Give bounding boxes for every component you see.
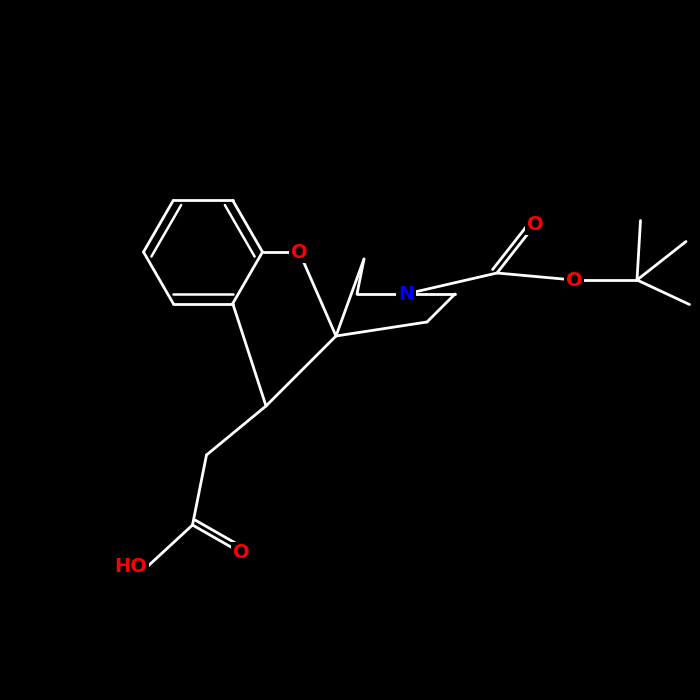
Text: HO: HO <box>114 557 147 577</box>
Text: O: O <box>291 242 307 262</box>
Text: O: O <box>566 270 582 290</box>
Text: N: N <box>398 284 414 304</box>
Text: O: O <box>233 543 250 563</box>
Text: O: O <box>527 214 544 234</box>
